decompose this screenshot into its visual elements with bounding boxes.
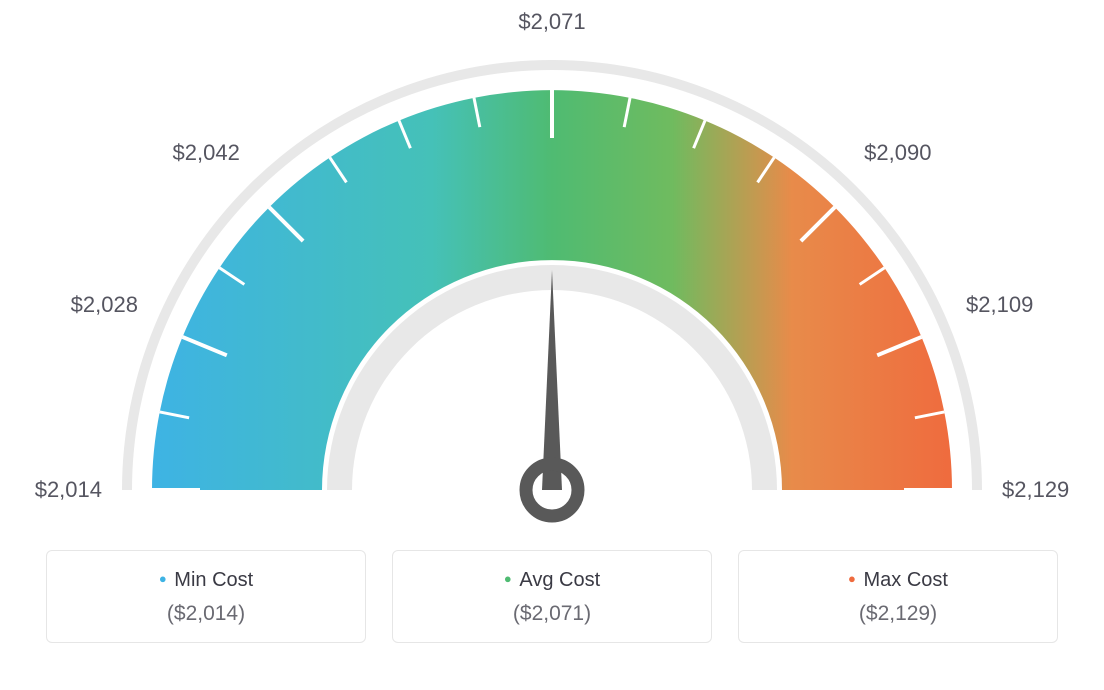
legend-dot-icon: ● [504, 571, 515, 586]
gauge-tick-label: $2,129 [1002, 477, 1069, 503]
legend-row: ● Min Cost ($2,014) ● Avg Cost ($2,071) … [0, 550, 1104, 643]
gauge-tick-label: $2,109 [966, 292, 1033, 318]
legend-value-avg: ($2,071) [413, 602, 691, 626]
legend-title-avg: ● Avg Cost [413, 569, 691, 592]
gauge-tick-label: $2,028 [71, 292, 138, 318]
legend-card-min: ● Min Cost ($2,014) [46, 550, 366, 643]
legend-value-max: ($2,129) [759, 602, 1037, 626]
legend-dot-icon: ● [159, 571, 170, 586]
legend-value-min: ($2,014) [67, 602, 345, 626]
gauge-tick-label: $2,071 [518, 9, 585, 35]
legend-card-avg: ● Avg Cost ($2,071) [392, 550, 712, 643]
gauge-needle [542, 270, 562, 490]
gauge-tick-label: $2,042 [173, 139, 240, 165]
legend-dot-icon: ● [848, 571, 859, 586]
legend-title-min: ● Min Cost [67, 569, 345, 592]
gauge-tick-label: $2,090 [864, 139, 931, 165]
legend-card-max: ● Max Cost ($2,129) [738, 550, 1058, 643]
cost-gauge-container: $2,014 $2,028 $2,042 $2,071 $2,090 $2,109 $2,1… [0, 0, 1104, 690]
gauge-tick-label: $2,014 [35, 477, 102, 503]
gauge-chart: $2,014 $2,028 $2,042 $2,071 $2,090 $2,109 $2,1… [0, 0, 1104, 540]
gauge-svg [0, 0, 1104, 560]
legend-title-max: ● Max Cost [759, 569, 1037, 592]
